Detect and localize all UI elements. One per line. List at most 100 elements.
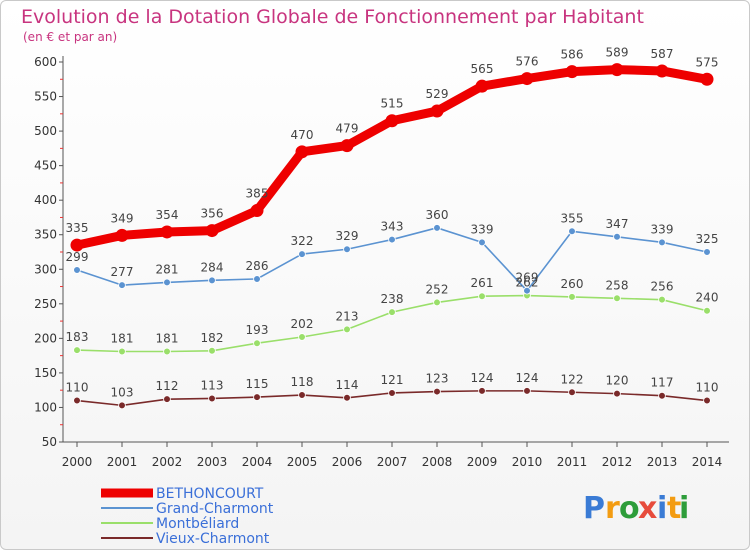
data-point — [613, 233, 621, 241]
data-label: 193 — [246, 323, 269, 337]
data-point — [163, 347, 171, 356]
chart-title: Evolution de la Dotation Globale de Fonc… — [21, 6, 644, 28]
data-label: 329 — [336, 229, 359, 243]
data-label: 325 — [696, 232, 719, 246]
data-point — [160, 225, 174, 239]
data-point — [568, 388, 576, 397]
data-point — [568, 227, 576, 236]
legend: BETHONCOURTGrand-CharmontMontbéliardVieu… — [101, 486, 274, 547]
data-label: 356 — [201, 207, 224, 221]
data-label: 124 — [471, 371, 494, 385]
data-label: 589 — [606, 46, 629, 60]
data-label: 103 — [111, 385, 134, 399]
logo-letter: r — [605, 491, 620, 526]
data-label: 470 — [291, 128, 314, 142]
data-label: 262 — [516, 276, 539, 290]
data-label: 343 — [381, 220, 404, 234]
data-label: 286 — [246, 259, 269, 273]
data-point — [655, 64, 669, 78]
data-label: 587 — [651, 47, 674, 61]
data-label: 299 — [66, 250, 89, 264]
data-label: 182 — [201, 331, 224, 345]
data-label: 117 — [651, 376, 674, 390]
data-point — [433, 387, 441, 396]
x-tick-label: 2003 — [197, 455, 228, 469]
data-label: 110 — [66, 381, 89, 395]
data-point — [208, 346, 216, 355]
data-point — [430, 104, 444, 118]
y-tick-label: 300 — [34, 262, 57, 276]
x-tick-label: 2007 — [377, 455, 408, 469]
y-tick-label: 550 — [34, 90, 57, 104]
data-point — [433, 298, 441, 307]
data-label: 565 — [471, 62, 494, 76]
data-label: 277 — [111, 265, 134, 279]
data-label: 202 — [291, 317, 314, 331]
data-label: 335 — [66, 221, 89, 235]
legend-label: Montbéliard — [156, 516, 239, 532]
data-label: 284 — [201, 260, 224, 274]
data-point — [703, 306, 711, 315]
data-point — [658, 391, 666, 400]
data-point — [388, 389, 396, 397]
data-point — [385, 114, 399, 128]
chart-subtitle: (en € et par an) — [23, 30, 117, 44]
logo-letter: t — [667, 491, 681, 526]
data-point — [205, 224, 219, 238]
data-point — [73, 266, 81, 274]
data-label: 260 — [561, 277, 584, 291]
x-tick-label: 2008 — [422, 455, 453, 469]
data-point — [613, 294, 621, 303]
data-point — [115, 228, 129, 242]
data-point — [73, 346, 81, 354]
x-tick-label: 2006 — [332, 455, 363, 469]
data-label: 213 — [336, 309, 359, 323]
data-label: 529 — [426, 87, 449, 101]
y-tick-label: 400 — [34, 193, 57, 207]
data-point — [73, 396, 81, 405]
y-tick-label: 450 — [34, 159, 57, 173]
data-label: 110 — [696, 381, 719, 395]
data-point — [700, 72, 714, 86]
y-tick-label: 100 — [34, 400, 57, 414]
data-point — [568, 293, 576, 301]
data-point — [298, 250, 306, 258]
data-point — [343, 245, 351, 254]
data-label: 479 — [336, 122, 359, 136]
data-label: 281 — [156, 262, 179, 276]
data-label: 114 — [336, 378, 359, 392]
data-label: 121 — [381, 373, 404, 387]
data-point — [118, 347, 126, 356]
logo-letter: o — [619, 491, 640, 526]
legend-label: BETHONCOURT — [156, 486, 264, 502]
y-tick-label: 200 — [34, 331, 57, 345]
data-point — [610, 63, 624, 77]
data-point — [613, 389, 621, 398]
data-label: 586 — [561, 48, 584, 62]
data-label: 122 — [561, 372, 584, 386]
data-point — [298, 391, 306, 399]
y-tick-label: 50 — [42, 435, 57, 449]
data-label: 258 — [606, 278, 629, 292]
y-tick-label: 150 — [34, 366, 57, 380]
axes: 50 100 150 200 250 300 350 400 450 500 550 600 2000 2… — [34, 55, 729, 469]
data-label: 575 — [696, 55, 719, 69]
x-tick-label: 2009 — [467, 455, 498, 469]
data-label: 183 — [66, 330, 89, 344]
data-label: 339 — [651, 222, 674, 236]
logo-letter: P — [583, 491, 605, 526]
x-tick-label: 2014 — [692, 455, 723, 469]
data-point — [343, 393, 351, 402]
data-point — [478, 387, 486, 395]
data-point — [388, 308, 396, 316]
data-point — [478, 238, 486, 247]
logo-letter: i — [657, 491, 667, 526]
x-tick-label: 2004 — [242, 455, 273, 469]
data-label: 355 — [561, 211, 584, 225]
data-label: 385 — [246, 187, 269, 201]
data-point — [295, 145, 309, 159]
y-tick-label: 250 — [34, 297, 57, 311]
